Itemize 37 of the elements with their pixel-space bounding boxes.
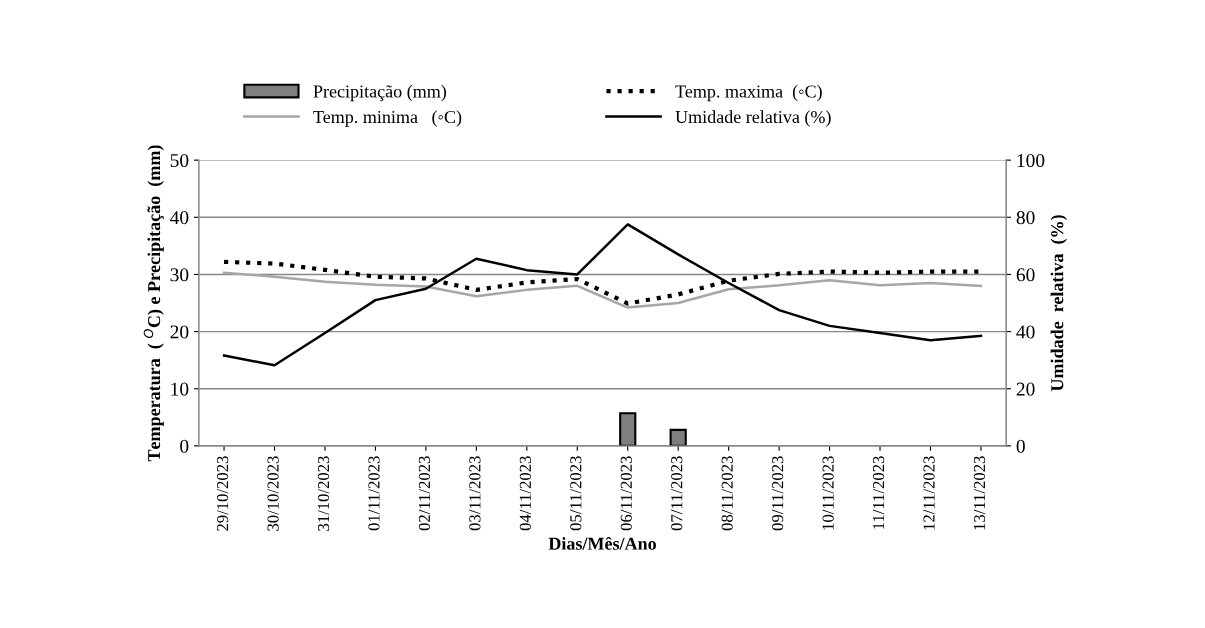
x-tick-label: 04/11/2023 — [519, 456, 531, 531]
y-tick-label: 0 — [180, 439, 189, 453]
y-tick-label: 10 — [171, 382, 189, 396]
y-tick-label: 20 — [170, 325, 189, 339]
y-axis-title: Temperatura ( $^{O}$C) e Precipitação (mm) — [143, 145, 164, 462]
x-tick-label: 29/10/2023 — [216, 456, 229, 531]
y-tick-label: 40 — [170, 211, 189, 225]
x-tick-label: 08/11/2023 — [721, 456, 733, 531]
x-tick-label: 05/11/2023 — [570, 456, 582, 531]
y2-tick-label: 100 — [1017, 153, 1045, 168]
x-tick-label: 09/11/2023 — [772, 456, 784, 531]
legend-label: Temp. maxima (◦C) — [675, 84, 822, 102]
legend-label: Temp. minima (◦C) — [313, 110, 462, 127]
legend-label: Precipitação (mm) — [313, 84, 447, 102]
y2-tick-label: 60 — [1016, 268, 1035, 282]
y2-axis-title: Umidade relativa (%) — [1050, 215, 1067, 392]
y2-tick-label: 0 — [1016, 439, 1025, 453]
x-tick-label: 02/11/2023 — [418, 456, 431, 531]
legend-label: Umidade relativa (%) — [675, 110, 831, 127]
y2-tick-label: 20 — [1016, 382, 1035, 396]
y-tick-label: 50 — [170, 153, 189, 168]
x-tick-label: 13/11/2023 — [973, 456, 986, 530]
x-axis-title: Dias/Mês/Ano — [548, 536, 656, 550]
x-tick-label: 31/10/2023 — [317, 456, 330, 531]
y2-tick-label: 80 — [1016, 211, 1035, 225]
x-tick-label: 11/11/2023 — [872, 456, 885, 529]
x-tick-label: 12/11/2023 — [923, 456, 935, 530]
x-tick-label: 03/11/2023 — [469, 456, 481, 531]
x-tick-label: 06/11/2023 — [620, 456, 632, 531]
x-tick-label: 01/11/2023 — [368, 456, 380, 531]
line-series — [222, 223, 983, 367]
y2-tick-label: 40 — [1016, 325, 1035, 339]
line-series — [222, 271, 983, 309]
x-tick-label: 07/11/2023 — [671, 456, 683, 531]
y-tick-label: 30 — [170, 268, 189, 282]
x-tick-label: 30/10/2023 — [267, 456, 279, 531]
x-tick-label: 10/11/2023 — [822, 456, 834, 530]
